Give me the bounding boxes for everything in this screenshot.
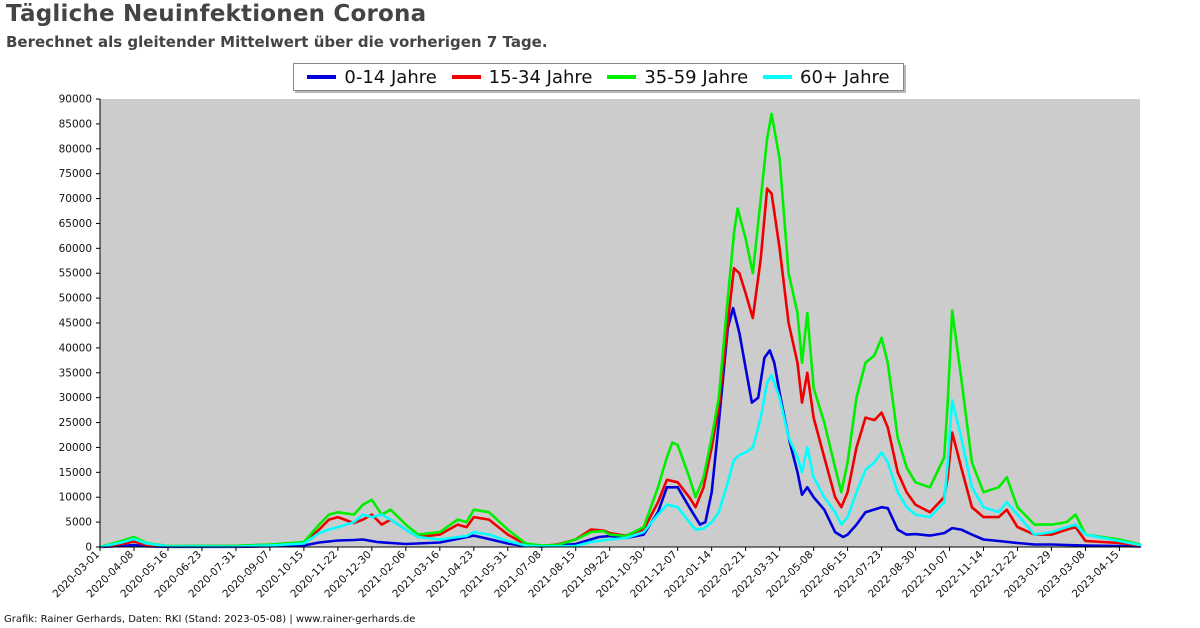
- legend-swatch: [763, 75, 793, 79]
- y-tick-label: 55000: [59, 268, 92, 280]
- series-line-1: [98, 187, 1142, 549]
- chart-title: Tägliche Neuinfektionen Corona: [6, 1, 427, 27]
- plot-area: [100, 99, 1140, 547]
- series-line-0: [98, 306, 1142, 549]
- y-tick-label: 0: [85, 542, 92, 554]
- legend-swatch: [307, 75, 337, 79]
- legend: 0-14 Jahre 15-34 Jahre 35-59 Jahre 60+ Jahr…: [293, 63, 904, 91]
- y-tick-label: 90000: [59, 94, 92, 106]
- y-tick-label: 40000: [59, 342, 92, 354]
- legend-item: 15-34 Jahre: [451, 66, 593, 88]
- legend-item: 35-59 Jahre: [607, 67, 748, 88]
- y-tick-label: 30000: [59, 392, 92, 404]
- legend-swatch: [451, 75, 481, 79]
- y-tick-label: 75000: [59, 168, 92, 180]
- y-tick-label: 10000: [59, 492, 92, 504]
- series-line-3: [98, 374, 1142, 549]
- y-tick-label: 70000: [59, 193, 92, 205]
- chart-subtitle: Berechnet als gleitender Mittelwert über…: [6, 33, 548, 51]
- y-tick-label: 80000: [59, 143, 92, 155]
- y-tick-label: 5000: [65, 517, 92, 529]
- footer-credit: Grafik: Rainer Gerhards, Daten: RKI (Sta…: [4, 614, 416, 625]
- y-tick-label: 20000: [59, 442, 92, 454]
- legend-item: 60+ Jahre: [763, 67, 890, 88]
- legend-label: 0-14 Jahre: [344, 66, 437, 88]
- legend-label: 35-59 Jahre: [644, 66, 749, 88]
- y-tick-label: 85000: [59, 118, 92, 130]
- y-tick-label: 50000: [59, 293, 92, 305]
- y-tick-label: 25000: [59, 417, 92, 429]
- y-tick-label: 65000: [59, 218, 92, 230]
- y-tick-label: 60000: [59, 243, 92, 255]
- y-tick-label: 15000: [59, 467, 92, 479]
- y-tick-label: 45000: [59, 318, 92, 330]
- legend-item: 0-14 Jahre: [307, 66, 437, 88]
- legend-label: 15-34 Jahre: [488, 66, 593, 88]
- y-tick-label: 35000: [59, 367, 92, 379]
- legend-label: 60+ Jahre: [800, 66, 890, 88]
- legend-swatch: [607, 75, 637, 79]
